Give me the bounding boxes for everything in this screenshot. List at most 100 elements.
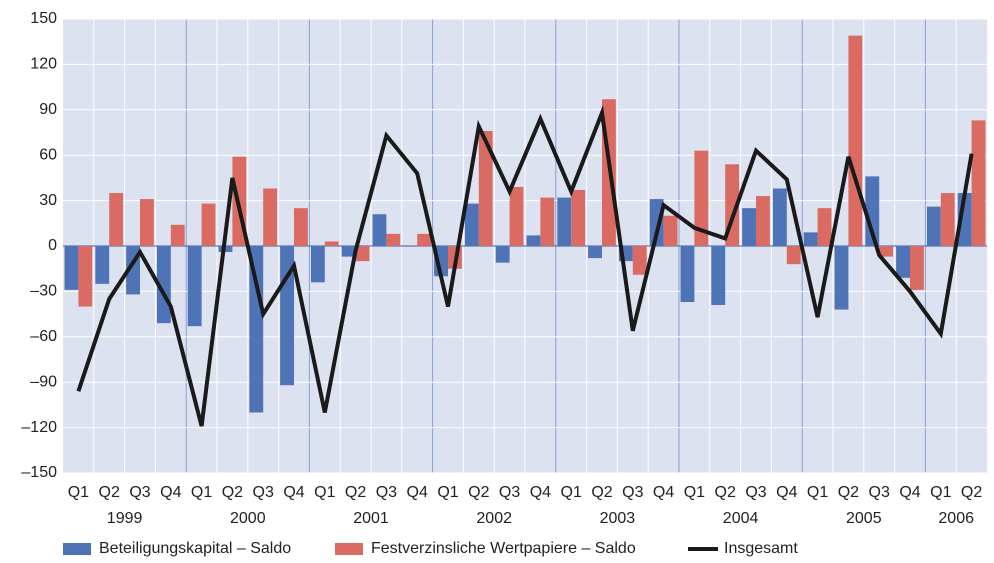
bar	[571, 190, 586, 246]
bar	[971, 120, 986, 246]
legend-swatch	[335, 543, 363, 555]
x-tick-label: Q2	[591, 484, 612, 501]
bar	[495, 246, 510, 263]
bar	[526, 235, 541, 246]
bar	[772, 188, 787, 246]
bar	[926, 206, 941, 246]
legend-swatch	[63, 543, 91, 555]
y-tick-label: 30	[39, 192, 57, 209]
year-label: 2004	[723, 510, 759, 527]
bar	[509, 186, 524, 246]
x-tick-label: Q2	[838, 484, 859, 501]
y-tick-label: 150	[30, 10, 57, 27]
bar	[324, 241, 339, 246]
x-tick-label: Q1	[684, 484, 705, 501]
bar	[249, 246, 264, 413]
x-tick-label: Q2	[99, 484, 120, 501]
bar	[588, 246, 602, 259]
bar	[742, 208, 756, 246]
x-tick-label: Q3	[129, 484, 150, 501]
bar	[540, 197, 555, 246]
x-tick-label: Q3	[745, 484, 766, 501]
bar	[711, 246, 726, 306]
bar	[140, 199, 154, 246]
bar	[817, 208, 832, 246]
bar	[663, 215, 678, 246]
bar	[694, 150, 709, 246]
line	[76, 105, 974, 427]
year-label: 2005	[846, 510, 882, 527]
bar	[879, 246, 894, 257]
bar	[848, 35, 863, 246]
x-tick-label: Q1	[807, 484, 828, 501]
x-tick-label: Q3	[622, 484, 643, 501]
x-tick-label: Q2	[961, 484, 982, 501]
bar	[294, 208, 308, 246]
legend-label: Festverzinsliche Wertpapiere – Saldo	[371, 540, 636, 557]
x-tick-label: Q4	[653, 484, 674, 501]
legend-label: Beteiligungskapital – Saldo	[99, 540, 291, 557]
x-tick-label: Q2	[468, 484, 489, 501]
y-tick-label: –120	[21, 419, 57, 436]
legend-label: Insgesamt	[724, 540, 798, 557]
year-label: 2000	[230, 510, 266, 527]
bar	[310, 246, 325, 283]
bar	[865, 176, 880, 246]
bar	[355, 246, 370, 262]
x-tick-label: Q3	[499, 484, 520, 501]
bar	[680, 246, 695, 302]
bar	[910, 246, 924, 290]
year-label: 2001	[353, 510, 389, 527]
x-tick-label: Q1	[68, 484, 89, 501]
bar	[263, 188, 278, 246]
x-tick-label: Q2	[345, 484, 366, 501]
y-tick-label: –90	[30, 373, 57, 390]
bar	[95, 246, 110, 284]
y-tick-label: 60	[39, 146, 57, 163]
year-label: 2002	[476, 510, 512, 527]
bar	[803, 232, 818, 246]
x-tick-label: Q4	[283, 484, 304, 501]
x-tick-label: Q4	[899, 484, 920, 501]
bar	[756, 196, 770, 246]
x-tick-label: Q1	[930, 484, 951, 501]
bar	[834, 246, 849, 310]
y-tick-label: 120	[30, 56, 57, 73]
x-tick-label: Q2	[715, 484, 736, 501]
bar	[786, 246, 801, 265]
bar	[632, 246, 647, 275]
x-tick-label: Q1	[437, 484, 458, 501]
bar	[386, 233, 401, 246]
y-tick-label: 90	[39, 101, 57, 118]
x-tick-label: Q1	[561, 484, 582, 501]
bar	[464, 203, 479, 246]
bar	[649, 199, 664, 246]
y-tick-label: 0	[48, 237, 57, 254]
bar	[170, 224, 185, 246]
bar	[187, 246, 202, 327]
year-label: 1999	[107, 510, 143, 527]
x-tick-label: Q2	[222, 484, 243, 501]
year-label: 2003	[600, 510, 636, 527]
bar	[478, 130, 493, 246]
x-tick-label: Q4	[776, 484, 797, 501]
x-tick-label: Q1	[314, 484, 335, 501]
bar	[372, 214, 387, 246]
year-label: 2006	[938, 510, 974, 527]
bar	[940, 193, 955, 246]
bar	[64, 246, 79, 290]
x-tick-label: Q1	[191, 484, 212, 501]
x-tick-label: Q3	[253, 484, 274, 501]
bar	[896, 246, 910, 278]
y-tick-label: –30	[30, 283, 57, 300]
y-tick-label: –150	[21, 464, 57, 481]
y-tick-label: –60	[30, 328, 57, 345]
bar	[109, 193, 124, 246]
bar	[78, 246, 93, 307]
x-tick-label: Q4	[160, 484, 181, 501]
x-tick-label: Q4	[530, 484, 551, 501]
x-tick-label: Q4	[407, 484, 428, 501]
x-tick-label: Q3	[376, 484, 397, 501]
x-tick-label: Q3	[869, 484, 890, 501]
